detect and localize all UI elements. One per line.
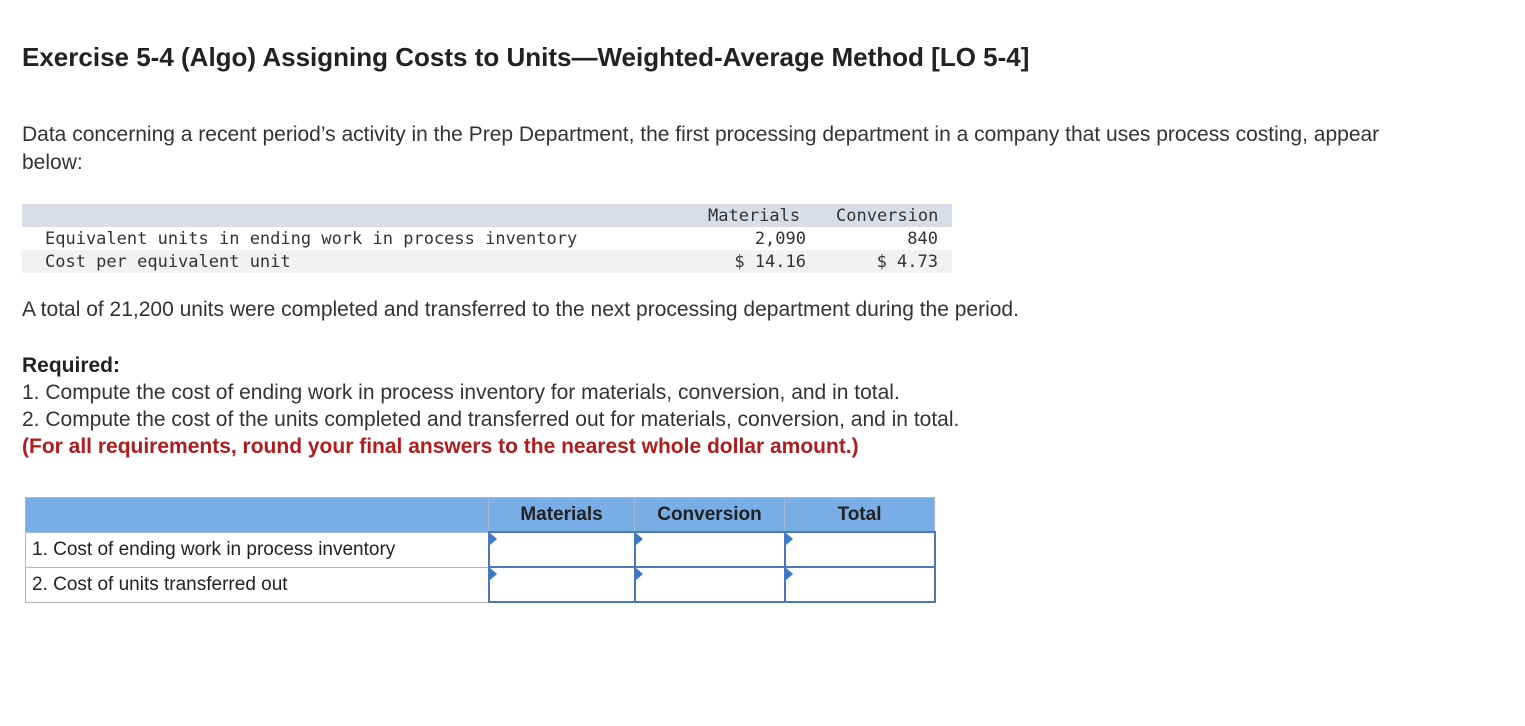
- ending-wip-conversion-input[interactable]: [635, 534, 784, 565]
- required-item-2: 2. Compute the cost of the units complet…: [22, 408, 960, 431]
- given-row-materials: $ 14.16: [734, 252, 806, 272]
- given-data-row: Cost per equivalent unit $ 14.16 $ 4.73: [22, 250, 952, 273]
- transferred-out-total-input[interactable]: [785, 569, 934, 600]
- answer-header-total: Total: [784, 497, 935, 533]
- answer-row-label: 2. Cost of units transferred out: [25, 566, 489, 603]
- required-section: Required: 1. Compute the cost of ending …: [22, 352, 959, 460]
- answer-row-label: 1. Cost of ending work in process invent…: [25, 531, 489, 568]
- answer-header-conversion: Conversion: [634, 497, 785, 533]
- required-item-1: 1. Compute the cost of ending work in pr…: [22, 381, 900, 404]
- ending-wip-total-cell: [783, 531, 936, 568]
- given-data-row: Equivalent units in ending work in proce…: [22, 227, 952, 250]
- transferred-out-materials-input[interactable]: [489, 569, 634, 600]
- given-data-header-row: Materials Conversion: [22, 204, 952, 227]
- given-header-materials: Materials: [708, 206, 801, 226]
- answer-header-materials: Materials: [488, 497, 635, 533]
- ending-wip-materials-input[interactable]: [489, 534, 634, 565]
- answer-row-ending-wip: 1. Cost of ending work in process invent…: [25, 531, 936, 568]
- answer-header-row: Materials Conversion Total: [25, 497, 935, 533]
- given-row-label: Equivalent units in ending work in proce…: [45, 229, 578, 249]
- answer-row-transferred-out: 2. Cost of units transferred out: [25, 566, 936, 603]
- given-row-conversion: $ 4.73: [876, 252, 938, 272]
- given-header-conversion: Conversion: [836, 206, 939, 226]
- answer-table: Materials Conversion Total 1. Cost of en…: [25, 497, 936, 603]
- transferred-out-conversion-input[interactable]: [635, 569, 784, 600]
- intro-paragraph: Data concerning a recent period’s activi…: [22, 123, 1380, 174]
- given-row-label: Cost per equivalent unit: [45, 252, 291, 272]
- required-heading: Required:: [22, 354, 121, 377]
- given-data-table: Materials Conversion Equivalent units in…: [22, 204, 952, 273]
- given-row-materials: 2,090: [754, 229, 806, 249]
- transfer-sentence: A total of 21,200 units were completed a…: [22, 298, 1019, 321]
- ending-wip-materials-cell: [487, 531, 636, 568]
- answer-header-blank: [25, 497, 489, 533]
- given-row-conversion: 840: [907, 229, 938, 249]
- transferred-out-conversion-cell: [633, 566, 786, 603]
- ending-wip-conversion-cell: [633, 531, 786, 568]
- exercise-title: Exercise 5-4 (Algo) Assigning Costs to U…: [22, 42, 1030, 72]
- ending-wip-total-input[interactable]: [785, 534, 934, 565]
- rounding-note: (For all requirements, round your final …: [22, 435, 859, 458]
- transferred-out-total-cell: [783, 566, 936, 603]
- transferred-out-materials-cell: [487, 566, 636, 603]
